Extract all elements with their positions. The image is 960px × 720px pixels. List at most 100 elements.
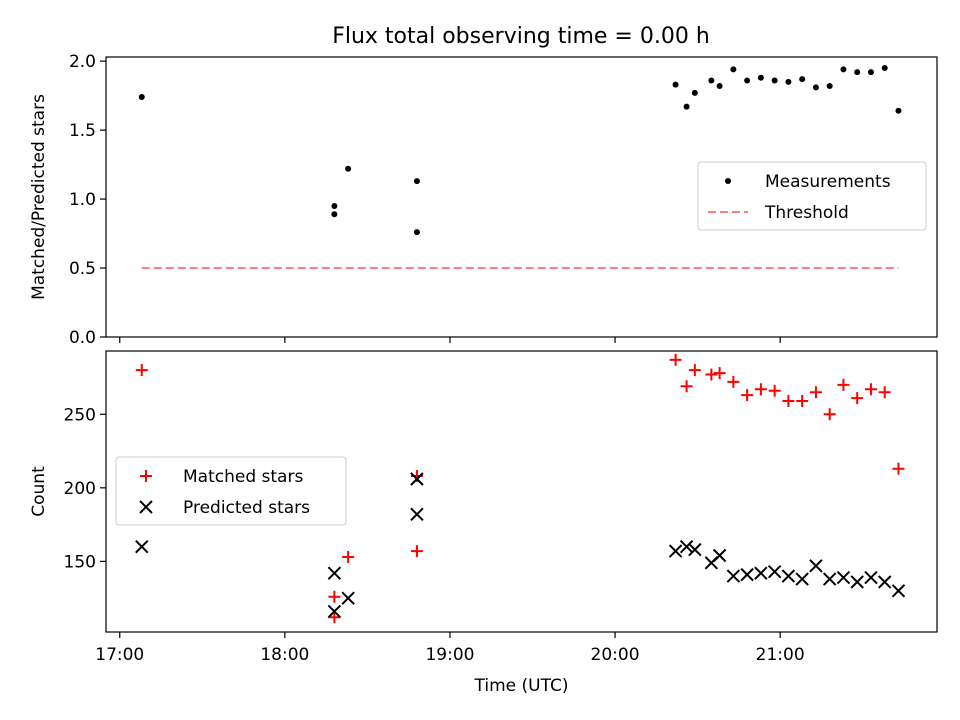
predicted-stars-point [795,572,809,586]
matched-stars-point [892,462,905,475]
measurements-point [672,81,679,88]
measurements-point [785,78,792,85]
matched-stars-point [741,389,754,402]
matched-stars-point [809,386,822,399]
predicted-stars-point [836,570,851,585]
bottom-panel: 150 200 250 17:00 18:00 19:00 20:00 21:00 Count T… [29,350,938,696]
measurements-point [730,66,737,73]
legend-label-measurements: Measurements [765,172,891,192]
matched-stars-point [796,395,809,408]
measurements-point [757,74,764,81]
y-tick-label: 1.0 [69,190,96,210]
predicted-stars-point [781,569,796,583]
matched-stars-point [410,545,423,558]
y-tick-label: 2.0 [69,52,96,72]
measurements-point [840,66,847,73]
axes-frame [105,350,938,633]
legend-box [115,456,347,526]
legend-label-threshold: Threshold [764,203,849,223]
matched-stars-point [727,375,740,388]
predicted-stars-point [410,507,424,522]
predicted-stars-point [809,559,823,573]
measurements-point [691,89,698,96]
measurements-point [881,65,888,72]
measurements-point [771,77,778,84]
measurements-point [744,77,751,84]
predicted-stars-point [712,548,727,563]
measurements-point [138,94,145,100]
predicted-stars-point [135,539,149,554]
measurements-point [331,202,338,209]
matched-stars-point [754,383,767,396]
top-panel: 0.0 0.5 1.0 1.5 2.0 Matched/Predicted stars Me… [29,52,938,348]
y-tick-label: 1.5 [69,121,96,141]
predicted-stars-point [688,542,702,557]
x-axis-label: Time (UTC) [474,676,569,696]
matched-stars-point [328,611,341,624]
y-tick-label: 0.0 [69,328,96,348]
matched-stars-point [837,378,850,391]
y-axis-label: Count [29,466,49,517]
matched-stars-point [342,550,355,563]
y-tick-label: 150 [64,552,96,572]
matched-stars-point [328,590,341,603]
y-tick-label: 200 [64,479,96,499]
matched-stars-point [680,380,693,393]
legend-label-matched-stars: Matched stars [183,467,303,487]
legend-swatch-predicted-stars [139,500,153,514]
predicted-stars-point [668,544,683,558]
y-tick-label: 250 [64,405,96,425]
matched-stars-point [688,364,701,377]
matched-stars-point [705,368,718,381]
predicted-stars-point [878,575,892,589]
legend-swatch-matched-stars [140,470,152,482]
predicted-stars-point [410,472,424,486]
matched-stars-point [713,367,726,380]
measurements-point [708,77,715,84]
matched-stars-point [669,353,682,366]
x-tick-label: 18:00 [260,645,309,665]
legend-box [697,161,927,231]
predicted-stars-point [767,564,782,579]
predicted-stars-point [726,569,741,583]
matched-stars-point [851,392,864,405]
predicted-stars-point [850,575,864,589]
predicted-stars-point [822,572,837,586]
measurements-point [413,178,420,185]
legend-label-predicted-stars: Predicted stars [183,498,310,518]
predicted-stars-point [754,566,768,580]
x-tick-label: 21:00 [756,645,805,665]
predicted-stars-point [341,591,355,605]
predicted-stars-point [679,539,694,554]
predicted-stars-point [891,584,906,598]
y-axis-label: Matched/Predicted stars [29,94,49,300]
predicted-stars-point [327,604,342,619]
predicted-stars-point [740,567,754,582]
measurements-point [413,229,420,236]
matched-stars-point [768,384,781,397]
measurements-point [345,165,352,172]
measurements-point [812,84,819,91]
matched-stars-point [135,364,148,377]
matched-stars-point [864,383,877,396]
chart-title: Flux total observing time = 0.00 h [332,24,710,49]
x-tick-label: 20:00 [591,645,640,665]
measurements-point [867,69,874,76]
legend: Matched stars Predicted stars [115,456,347,526]
measurements-point [854,69,861,76]
predicted-stars-point [327,566,342,580]
x-tick-label: 17:00 [95,645,144,665]
y-tick-label: 0.5 [69,259,96,279]
measurements-point [716,82,723,89]
matched-stars-point [782,395,795,408]
matched-stars-point [878,386,891,399]
axes-frame [105,56,938,338]
measurements-point [683,103,690,110]
legend-swatch-measurements [725,178,731,184]
legend: Measurements Threshold [697,161,927,231]
x-tick-label: 19:00 [425,645,474,665]
matched-stars-point [823,408,836,421]
measurements-point [331,211,338,218]
